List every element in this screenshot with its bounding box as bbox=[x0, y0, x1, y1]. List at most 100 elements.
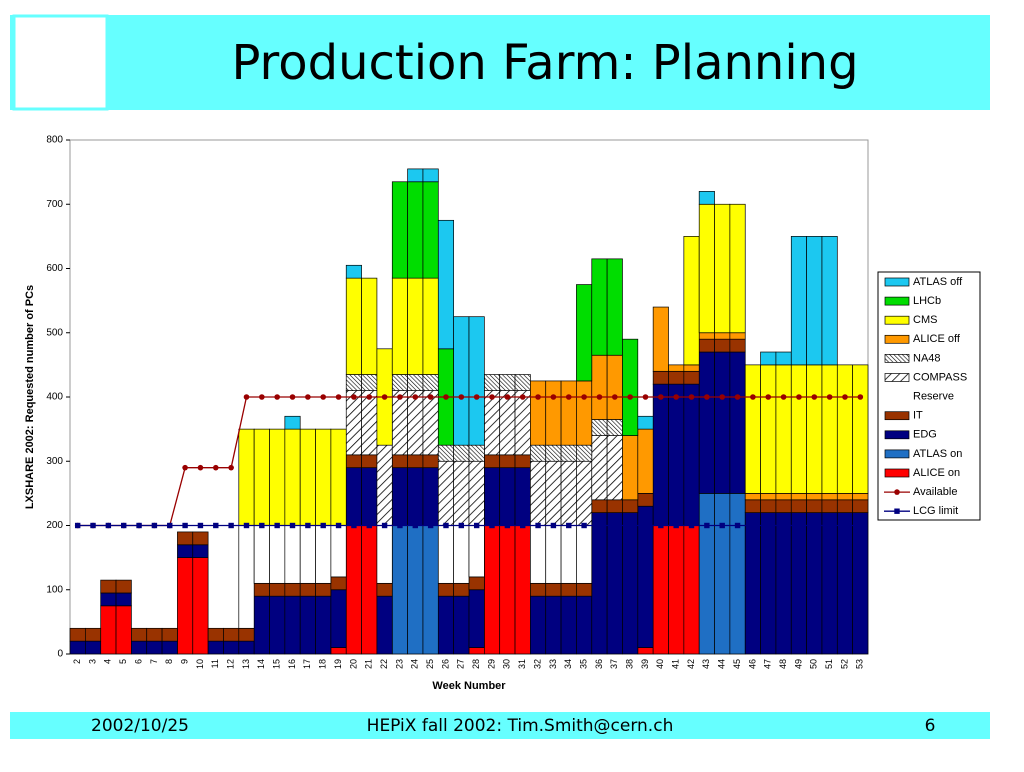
bar-segment bbox=[821, 493, 838, 501]
bar-segment bbox=[69, 640, 86, 655]
bar-segment bbox=[391, 277, 408, 375]
line-marker bbox=[704, 394, 710, 400]
bar-segment bbox=[238, 428, 255, 526]
x-tick-label: 51 bbox=[824, 659, 834, 669]
bar-segment bbox=[391, 454, 408, 469]
bar-segment bbox=[407, 390, 424, 456]
bar-segment bbox=[683, 525, 700, 655]
bar-segment bbox=[637, 415, 654, 430]
line-marker bbox=[320, 522, 326, 529]
bar-segment bbox=[775, 512, 792, 655]
line-marker bbox=[612, 522, 618, 529]
bar-segment bbox=[514, 374, 531, 391]
line-marker bbox=[688, 394, 695, 400]
bar-segment bbox=[192, 531, 209, 546]
x-tick-label: 38 bbox=[625, 659, 635, 669]
bar-segment bbox=[84, 640, 102, 655]
bar-segment bbox=[545, 380, 562, 446]
line-marker bbox=[289, 522, 296, 529]
bar-segment bbox=[177, 544, 194, 558]
bar-segment bbox=[576, 525, 593, 584]
bar-segment bbox=[729, 493, 746, 655]
line-marker bbox=[366, 394, 373, 400]
x-tick-label: 50 bbox=[809, 659, 819, 669]
bar-segment bbox=[345, 525, 362, 655]
bar-segment bbox=[744, 512, 761, 655]
y-tick-label: 500 bbox=[46, 327, 63, 338]
bar-segment bbox=[545, 444, 562, 462]
bar-segment bbox=[315, 428, 332, 526]
bar-segment bbox=[606, 354, 623, 420]
bar-segment bbox=[852, 499, 869, 513]
bar-segment bbox=[192, 557, 209, 655]
x-tick-label: 40 bbox=[655, 659, 665, 669]
line-marker bbox=[397, 522, 403, 529]
x-tick-label: 15 bbox=[272, 659, 282, 669]
bar-segment bbox=[545, 525, 562, 584]
bar-segment bbox=[606, 512, 623, 655]
legend-label: EDG bbox=[913, 429, 937, 441]
legend-label: Available bbox=[913, 486, 957, 498]
line-marker bbox=[780, 522, 787, 529]
bar-segment bbox=[499, 454, 516, 469]
bar-segment bbox=[422, 454, 439, 469]
bar-segment bbox=[606, 419, 623, 436]
bar-segment bbox=[760, 499, 777, 513]
line-marker bbox=[473, 394, 480, 400]
y-tick-label: 0 bbox=[57, 649, 63, 660]
bar-segment bbox=[422, 181, 439, 279]
bar-segment bbox=[821, 512, 838, 655]
bar-segment bbox=[775, 493, 792, 501]
line-marker bbox=[504, 394, 511, 400]
line-marker bbox=[550, 522, 557, 529]
x-tick-label: 11 bbox=[210, 659, 220, 668]
bar-segment bbox=[407, 374, 424, 391]
bar-segment bbox=[315, 582, 332, 597]
bar-segment bbox=[437, 219, 455, 350]
footer-page: 6 bbox=[925, 716, 936, 736]
bar-segment bbox=[299, 525, 316, 584]
bar-segment bbox=[714, 332, 731, 340]
line-marker bbox=[121, 522, 127, 529]
y-tick-label: 600 bbox=[46, 263, 63, 274]
bar-segment bbox=[760, 493, 777, 501]
x-tick-label: 19 bbox=[333, 659, 343, 669]
bar-segment bbox=[468, 316, 485, 446]
bar-segment bbox=[391, 525, 408, 655]
bar-segment bbox=[253, 582, 270, 597]
bar-segment bbox=[207, 627, 224, 642]
line-marker bbox=[750, 522, 756, 529]
bar-segment bbox=[560, 525, 577, 584]
bar-segment bbox=[591, 354, 608, 420]
legend-marker bbox=[894, 489, 900, 495]
bar-segment bbox=[760, 351, 777, 366]
line-marker bbox=[213, 522, 219, 529]
bar-segment bbox=[729, 332, 746, 340]
bar-segment bbox=[668, 370, 685, 385]
line-marker bbox=[274, 522, 280, 529]
bar-segment bbox=[499, 467, 516, 526]
bar-segment bbox=[284, 525, 301, 584]
bar-segment bbox=[407, 168, 424, 183]
bar-segment bbox=[468, 460, 485, 526]
x-tick-label: 20 bbox=[348, 659, 358, 669]
bar-segment bbox=[253, 428, 270, 526]
legend-label: LCG limit bbox=[913, 505, 958, 517]
x-tick-label: 35 bbox=[578, 659, 588, 669]
bar-segment bbox=[345, 390, 362, 456]
bar-segment bbox=[177, 531, 194, 546]
bar-segment bbox=[453, 582, 470, 597]
line-marker bbox=[289, 394, 296, 400]
x-tick-label: 52 bbox=[839, 659, 849, 669]
bar-segment bbox=[622, 435, 639, 501]
bar-segment bbox=[622, 512, 639, 655]
bar-segment bbox=[775, 499, 792, 513]
y-tick-label: 400 bbox=[46, 392, 63, 403]
bar-segment bbox=[836, 499, 854, 513]
line-marker bbox=[243, 522, 250, 529]
bar-segment bbox=[775, 351, 792, 366]
line-marker bbox=[642, 522, 649, 529]
bar-segment bbox=[683, 364, 700, 372]
